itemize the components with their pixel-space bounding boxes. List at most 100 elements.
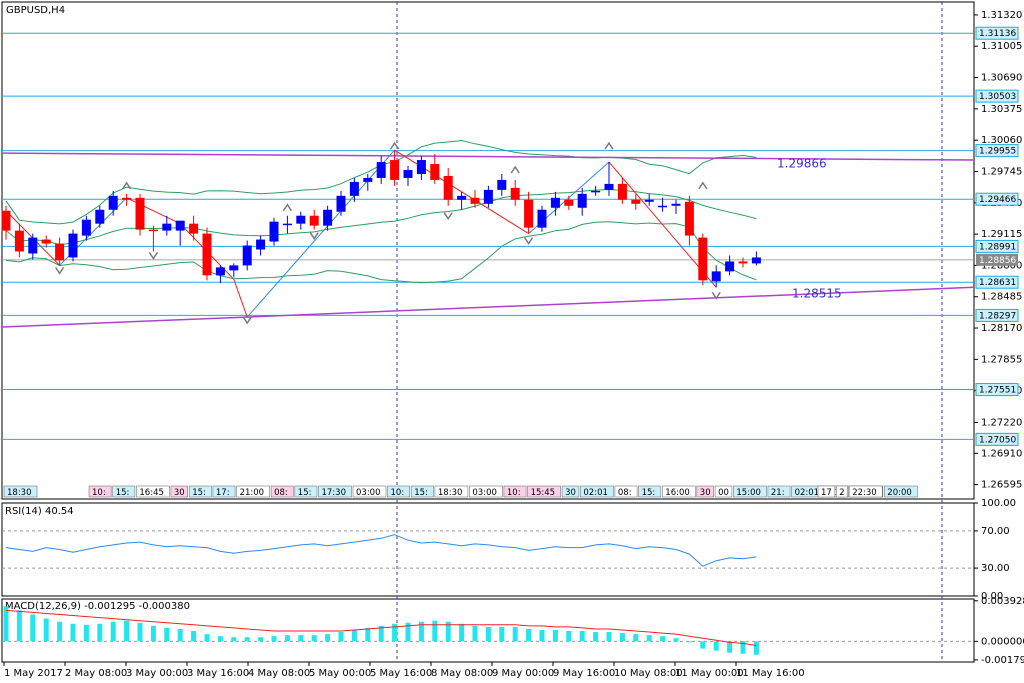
- candle-body: [148, 229, 158, 232]
- macd-histogram-bar: [110, 621, 116, 642]
- macd-histogram-bar: [311, 635, 317, 642]
- candle-body: [457, 195, 467, 200]
- support-trendline: [1, 286, 975, 328]
- macd-histogram-bar: [97, 623, 103, 642]
- time-tick-label: 10 May 08:00: [614, 668, 683, 679]
- fractal-arrow: [389, 141, 400, 150]
- session-tag: [714, 485, 733, 498]
- macd-histogram-bar: [552, 629, 558, 642]
- session-tag: [188, 485, 212, 498]
- macd-histogram-bar: [499, 626, 505, 642]
- candle-body: [470, 197, 480, 204]
- session-tag: [848, 485, 883, 498]
- session-tag-label: 08:: [274, 488, 288, 498]
- session-tag: [661, 485, 696, 498]
- session-tag: [410, 485, 434, 498]
- session-tag-label: 08:: [618, 488, 632, 498]
- annotation-label: 1.28515: [792, 287, 842, 301]
- session-tag-label: 21:: [771, 488, 785, 498]
- session-tag: [3, 485, 38, 498]
- fractal-arrow: [510, 165, 520, 174]
- time-tick-label: 5 May 00:00: [309, 668, 371, 679]
- level-tag: [975, 144, 1019, 158]
- candle-body: [256, 239, 266, 250]
- time-tick-label: 3 May 00:00: [126, 668, 188, 679]
- level-label: 1.27050: [979, 435, 1016, 445]
- macd-histogram-bar: [472, 625, 478, 642]
- session-tag: [767, 485, 791, 498]
- session-tag-label: 30: [565, 488, 576, 498]
- candle-body: [738, 261, 748, 264]
- bollinger-lower: [5, 221, 757, 284]
- session-tag-label: 21:00: [240, 488, 265, 498]
- session-tag: [136, 485, 170, 498]
- macd-histogram-bar: [124, 620, 130, 642]
- fractal-arrow: [309, 232, 319, 240]
- candle-body: [14, 230, 24, 252]
- rsi-tick-label: 30.00: [981, 563, 1010, 574]
- price-tick-label: 1.27220: [981, 417, 1022, 428]
- candle-body: [591, 190, 601, 193]
- session-tag: [561, 485, 580, 498]
- session-tag: [817, 485, 836, 498]
- fractal-arrow: [443, 212, 453, 221]
- candle-body: [497, 179, 507, 190]
- level-label: 1.29955: [979, 147, 1016, 157]
- candle-body: [604, 183, 614, 190]
- macd-histogram-bar: [727, 641, 733, 653]
- macd-histogram-bar: [673, 638, 679, 642]
- candle-body: [81, 219, 91, 236]
- macd-histogram-bar: [231, 637, 237, 642]
- time-tick-label: 4 May 08:00: [248, 668, 310, 679]
- main-panel: [1, 1, 975, 500]
- candle-body: [443, 175, 453, 200]
- macd-histogram-bar: [566, 631, 572, 642]
- candle-body: [175, 220, 185, 231]
- macd-histogram-bar: [70, 623, 76, 642]
- price-tick-label: 1.26595: [981, 480, 1022, 491]
- macd-histogram-bar: [646, 635, 652, 642]
- candle-body: [577, 193, 587, 208]
- candle-body: [698, 237, 708, 281]
- level-tag: [975, 26, 1019, 40]
- macd-signal-line: [5, 609, 757, 646]
- candle-body: [684, 201, 694, 236]
- candle-body: [390, 160, 400, 180]
- session-tag-label: 02:01: [583, 488, 608, 498]
- fractal-arrow: [121, 181, 132, 190]
- time-tick-label: 1 May 2017: [4, 668, 63, 679]
- level-tag: [975, 383, 1019, 397]
- session-tag: [88, 485, 112, 498]
- session-tag: [614, 485, 638, 498]
- fractal-arrow: [604, 141, 614, 150]
- candle-body: [631, 199, 641, 204]
- candle-body: [1, 210, 11, 231]
- macd-histogram-bar: [713, 641, 719, 651]
- session-tag-label: 00: [718, 488, 729, 498]
- resistance-trendline: [1, 152, 975, 161]
- price-tick-label: 1.28485: [981, 292, 1022, 303]
- macd-histogram-bar: [526, 628, 532, 642]
- session-tag-label: 20:00: [887, 488, 912, 498]
- session-tag-label: 18:30: [438, 488, 463, 498]
- level-tag: [975, 308, 1019, 322]
- macd-histogram-bar: [338, 632, 344, 642]
- level-label: 1.31136: [979, 29, 1016, 39]
- session-tag-label: 15:: [116, 488, 130, 498]
- session-tag-label: 16:00: [665, 488, 690, 498]
- macd-histogram-bar: [30, 614, 36, 642]
- price-tick-label: 1.31320: [981, 10, 1022, 21]
- candle-body: [242, 245, 252, 266]
- session-tag: [387, 485, 411, 498]
- candle-body: [68, 233, 78, 258]
- candle-body: [751, 257, 761, 264]
- session-tag: [236, 485, 270, 498]
- session-tag-label: 30: [174, 488, 185, 498]
- level-tag: [975, 432, 1019, 446]
- macd-histogram-bar: [459, 623, 465, 642]
- session-tag: [733, 485, 767, 498]
- candle-body: [229, 265, 239, 271]
- fractal-arrow: [54, 266, 65, 275]
- session-tag: [527, 485, 561, 498]
